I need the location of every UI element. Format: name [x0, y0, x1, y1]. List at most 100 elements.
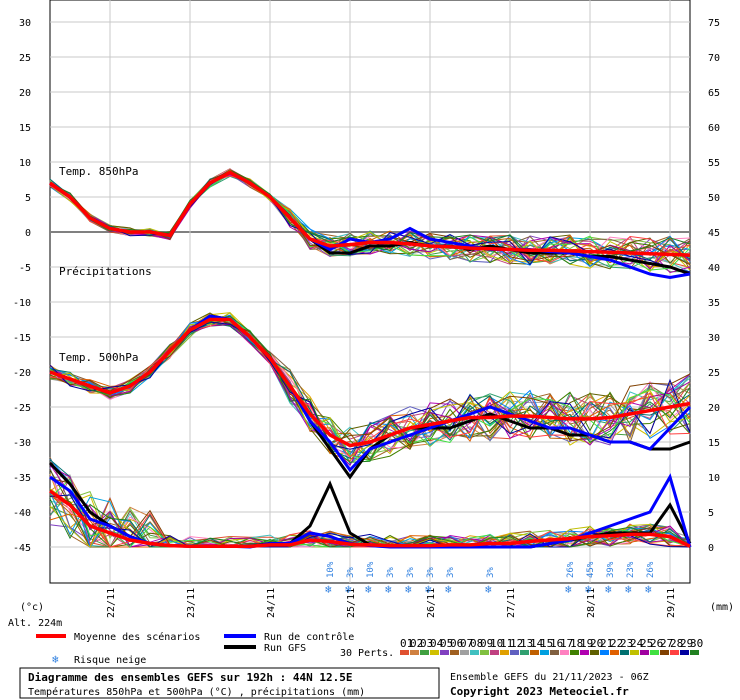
- pert-number: 15: [540, 637, 553, 650]
- pert-number: 08: [470, 637, 483, 650]
- left-tick-label: 15: [19, 123, 31, 134]
- pert-swatch: [680, 650, 689, 655]
- pert-swatch: [450, 650, 459, 655]
- left-tick-label: -5: [19, 263, 31, 274]
- label-t500: Temp. 500hPa: [59, 351, 138, 364]
- footer-run: Ensemble GEFS du 21/11/2023 - 06Z: [450, 672, 649, 683]
- pert-legend: 0102030405060708091011121314151617181920…: [400, 637, 703, 655]
- pert-number: 01: [400, 637, 413, 650]
- legend-gfs: Run GFS: [264, 643, 306, 654]
- right-tick-label: 50: [708, 193, 720, 204]
- pert-swatch: [540, 650, 549, 655]
- pert-number: 30: [690, 637, 703, 650]
- snowflake-icon: ❄: [605, 583, 612, 596]
- snow-risk-value: 26%: [566, 561, 576, 578]
- date-label: 28/11: [586, 588, 597, 618]
- pert-swatch: [620, 650, 629, 655]
- snow-risk-value: 3%: [346, 567, 356, 578]
- legend-control: Run de contrôle: [264, 631, 354, 643]
- snowflake-icon: ❄: [345, 583, 352, 596]
- right-tick-label: 15: [708, 438, 720, 449]
- snowflake-icon: ❄: [405, 583, 412, 596]
- left-tick-label: 25: [19, 53, 31, 64]
- snowflake-icon: ❄: [445, 583, 452, 596]
- snowflake-icon: ❄: [425, 583, 432, 596]
- pert-number: 25: [640, 637, 653, 650]
- snowflake-icon: ❄: [385, 583, 392, 596]
- snowflake-icon: ❄: [585, 583, 592, 596]
- snow-risk-value: 10%: [326, 561, 336, 578]
- date-label: 29/11: [666, 588, 677, 618]
- snow-risk-value: 45%: [586, 561, 596, 578]
- snow-risk-value: 3%: [446, 567, 456, 578]
- right-tick-label: 35: [708, 298, 720, 309]
- right-tick-label: 75: [708, 18, 720, 29]
- snowflake-icon: ❄: [645, 583, 652, 596]
- pert-swatch: [550, 650, 559, 655]
- left-unit: (°c): [20, 602, 44, 613]
- pert-number: 14: [530, 637, 544, 650]
- left-tick-label: 5: [25, 193, 31, 204]
- pert-swatch: [610, 650, 619, 655]
- footer-copyright: Copyright 2023 Meteociel.fr: [450, 685, 629, 698]
- snow-risk: 10% ❄ 3% ❄ 10% ❄ 3% ❄ 3% ❄ 3% ❄ 3% ❄ 3% ❄ 26% ❄ 45% ❄ 39% ❄ 23…: [325, 561, 656, 596]
- left-tick-label: -20: [13, 368, 31, 379]
- date-axis-ticks: 22/11 23/11 24/11 25/11 26/11 27/11 28/11 29/11: [106, 588, 677, 618]
- pert-number: 17: [560, 637, 573, 650]
- pert-number: 11: [500, 637, 513, 650]
- altitude-label: Alt. 224m: [8, 618, 62, 629]
- plot-frame: [49, 0, 691, 584]
- pert-number: 13: [520, 637, 533, 650]
- date-label: 23/11: [186, 588, 197, 618]
- right-tick-label: 10: [708, 473, 720, 484]
- snow-risk-value: 39%: [606, 561, 616, 578]
- right-tick-label: 30: [708, 333, 720, 344]
- right-tick-label: 70: [708, 53, 720, 64]
- pert-number: 27: [660, 637, 673, 650]
- snow-risk-value: 3%: [426, 567, 436, 578]
- pert-swatch: [590, 650, 599, 655]
- pert-number: 18: [570, 637, 583, 650]
- pert-swatch: [640, 650, 649, 655]
- left-tick-label: -35: [13, 473, 31, 484]
- snow-risk-value: 26%: [646, 561, 656, 578]
- snow-risk-value: 3%: [386, 567, 396, 578]
- left-tick-label: -15: [13, 333, 31, 344]
- pert-swatch: [500, 650, 509, 655]
- date-label: 26/11: [426, 588, 437, 618]
- pert-swatch: [510, 650, 519, 655]
- pert-number: 21: [600, 637, 613, 650]
- left-tick-label: -30: [13, 438, 31, 449]
- snowflake-icon: ❄: [485, 583, 492, 596]
- right-tick-label: 60: [708, 123, 720, 134]
- right-tick-label: 0: [708, 543, 714, 554]
- left-tick-label: 10: [19, 158, 31, 169]
- pert-swatch: [560, 650, 569, 655]
- pert-swatch: [530, 650, 539, 655]
- pert-number: 06: [450, 637, 463, 650]
- footer-subtitle: Températures 850hPa et 500hPa (°C) , pré…: [28, 686, 365, 698]
- legend-mean: Moyenne des scénarios: [74, 631, 200, 643]
- pert-swatch: [490, 650, 499, 655]
- pert-number: 23: [620, 637, 633, 650]
- pert-number: 07: [460, 637, 473, 650]
- footer-title: Diagramme des ensembles GEFS sur 192h : …: [28, 671, 353, 684]
- snowflake-icon: ❄: [52, 653, 59, 666]
- main-series: [48, 170, 692, 549]
- pert-t850-line: [49, 174, 691, 274]
- pert-swatch: [570, 650, 579, 655]
- pert-swatch: [480, 650, 489, 655]
- right-tick-label: 45: [708, 228, 720, 239]
- series-t500-0: [49, 317, 691, 448]
- pert-number: 20: [590, 637, 603, 650]
- legend-snow: Risque neige: [74, 655, 146, 666]
- footer-left-box: [19, 667, 440, 699]
- pert-precip-line: [49, 498, 691, 548]
- pert-number: 05: [440, 637, 453, 650]
- legend-perts: 30 Perts.: [340, 648, 394, 659]
- right-tick-label: 5: [708, 508, 714, 519]
- right-tick-label: 20: [708, 403, 720, 414]
- pert-swatch: [520, 650, 529, 655]
- pert-number: 04: [430, 637, 444, 650]
